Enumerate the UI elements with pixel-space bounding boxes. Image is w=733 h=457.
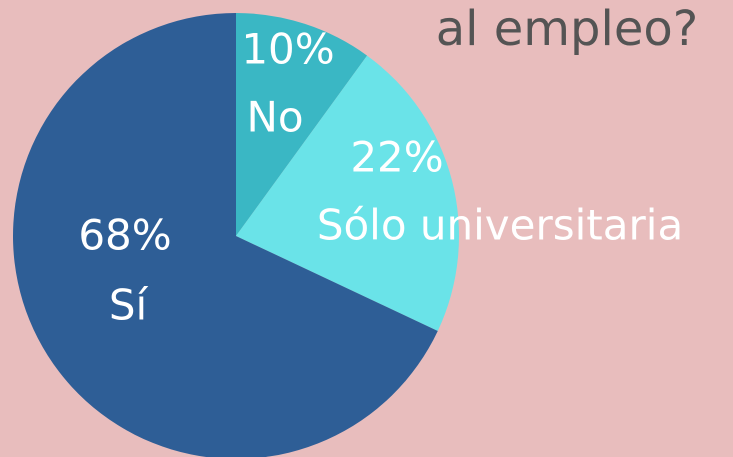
- labels: 10% No 22% Sólo universitaria 68% Sí: [78, 25, 683, 330]
- chart-title: al empleo?: [436, 1, 698, 57]
- value-label: 22%: [350, 133, 443, 182]
- category-label: No: [246, 93, 303, 142]
- category-label: Sólo universitaria: [317, 201, 683, 250]
- pie-slice: [236, 55, 460, 331]
- value-label: 68%: [78, 211, 171, 260]
- category-label: Sí: [109, 281, 149, 330]
- pie-slice: [236, 13, 368, 236]
- pie-slice: [13, 13, 438, 457]
- value-label: 10%: [241, 25, 334, 74]
- slices: [13, 13, 460, 457]
